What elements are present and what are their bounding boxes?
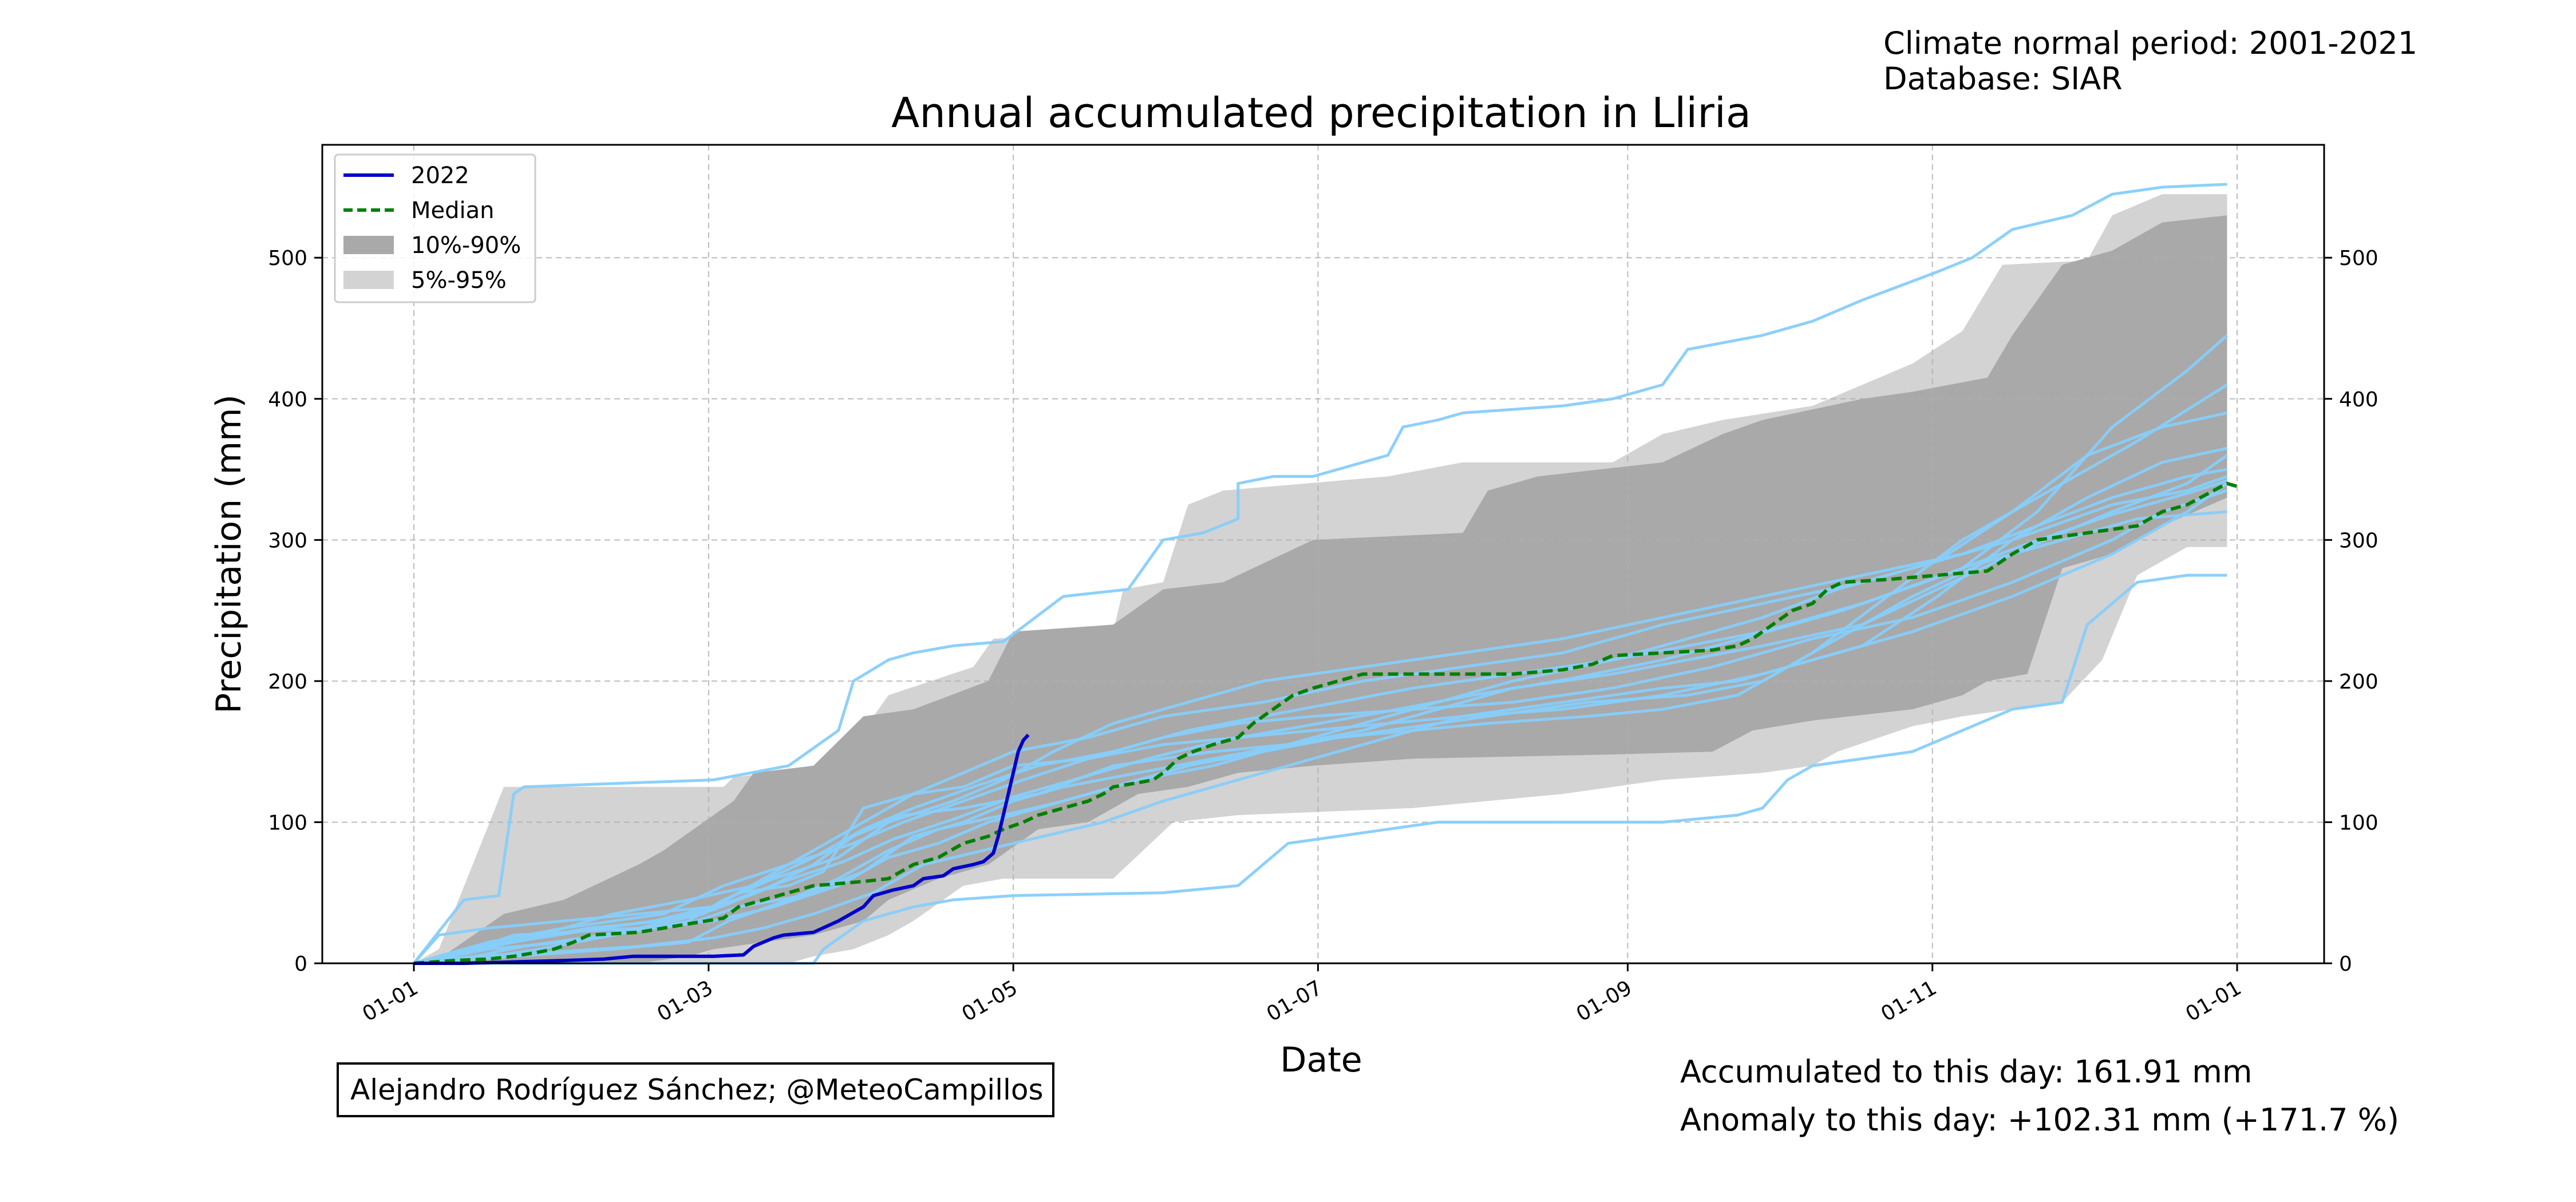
current-2022-line <box>414 733 1030 965</box>
plot-area <box>321 144 2325 965</box>
historical-line <box>413 454 2228 965</box>
legend-label: 10%-90% <box>411 232 521 259</box>
database-label: Database: SIAR <box>1883 61 2123 97</box>
y-tick-label-right: 400 <box>2339 388 2379 412</box>
band-10-90 <box>414 215 2227 963</box>
y-tick-label-right: 300 <box>2339 529 2379 552</box>
historical-line <box>413 475 2228 965</box>
y-axis-title: Precipitation (mm) <box>209 394 249 714</box>
legend-label: Median <box>411 197 495 224</box>
x-axis: 01-01 01-03 01-05 01-07 01-09 01-11 01-01 <box>358 963 2246 1026</box>
legend-box <box>334 153 536 303</box>
legend-swatch-band-5-95 <box>343 271 394 289</box>
anomaly-label: Anomaly to this day: +102.31 mm (+171.7 … <box>1680 1102 2399 1138</box>
x-tick-label: 01-01 <box>2182 976 2245 1026</box>
y-tick-label-left: 100 <box>268 811 307 835</box>
plot-frame <box>321 144 2325 964</box>
climate-normal-label: Climate normal period: 2001-2021 <box>1883 25 2417 61</box>
y-axis-left: 0 100 200 300 400 500 <box>268 247 322 976</box>
y-tick-label-right: 100 <box>2339 811 2379 835</box>
y-tick-label-left: 400 <box>268 388 307 412</box>
y-tick-label-right: 0 <box>2339 952 2352 976</box>
legend-label: 2022 <box>411 163 469 189</box>
historical-line <box>414 574 2227 965</box>
x-tick-label: 01-03 <box>653 976 717 1026</box>
y-tick-label-left: 500 <box>268 247 307 270</box>
x-tick-label: 01-09 <box>1573 976 1636 1026</box>
x-tick-label: 01-01 <box>358 976 422 1026</box>
legend: 2022 Median 10%-90% 5%-95% <box>334 153 536 303</box>
x-tick-label: 01-05 <box>958 976 1022 1026</box>
accumulated-label: Accumulated to this day: 161.91 mm <box>1680 1054 2253 1090</box>
credit-label: Alejandro Rodríguez Sánchez; @MeteoCampi… <box>350 1073 1044 1106</box>
historical-line <box>413 479 2228 965</box>
legend-label: 5%-95% <box>411 267 507 294</box>
chart-title: Annual accumulated precipitation in Llir… <box>891 89 1751 137</box>
y-axis-right: 0 100 200 300 400 500 <box>2324 247 2379 976</box>
x-tick-label: 01-11 <box>1877 976 1941 1026</box>
y-tick-label-right: 500 <box>2339 247 2379 270</box>
legend-swatch-band-10-90 <box>343 236 394 254</box>
y-tick-label-left: 200 <box>268 670 307 694</box>
y-tick-label-right: 200 <box>2339 670 2379 694</box>
credit-box <box>337 1062 1054 1117</box>
historical-line <box>413 482 2228 965</box>
current-series <box>414 733 1030 965</box>
median-series <box>413 481 2238 965</box>
y-tick-label-left: 0 <box>294 952 307 976</box>
x-tick-label: 01-07 <box>1263 976 1326 1026</box>
median-line <box>413 481 2238 965</box>
historical-line <box>413 510 2227 965</box>
band-10-90-area <box>414 215 2227 963</box>
grid-lines <box>322 145 2324 963</box>
x-axis-title: Date <box>1280 1040 1362 1080</box>
y-tick-label-left: 300 <box>268 529 307 552</box>
historical-line <box>413 183 2227 964</box>
